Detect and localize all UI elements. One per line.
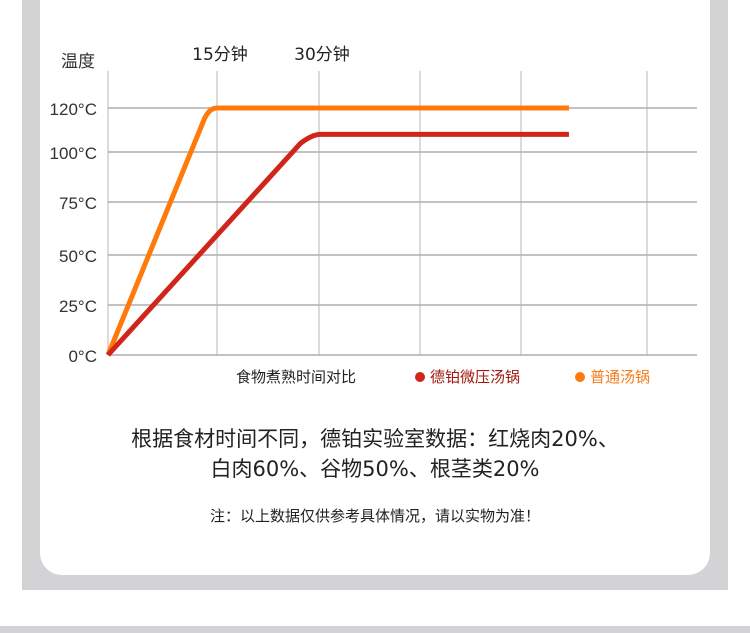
description-line-1: 根据食材时间不同，德铂实验室数据：红烧肉20%、 bbox=[131, 427, 619, 451]
legend-label: 德铂微压汤锅 bbox=[430, 368, 520, 386]
x-tick-label: 15分钟 bbox=[192, 45, 248, 65]
description: 根据食材时间不同，德铂实验室数据：红烧肉20%、 白肉60%、谷物50%、根茎类… bbox=[40, 424, 710, 484]
y-axis-label: 温度 bbox=[61, 52, 95, 72]
y-tick-label: 0°C bbox=[68, 347, 97, 366]
legend-marker bbox=[575, 372, 585, 382]
content-card bbox=[40, 0, 710, 575]
x-tick-label: 30分钟 bbox=[294, 45, 350, 65]
y-tick-label: 50°C bbox=[59, 247, 97, 266]
legend-title: 食物煮熟时间对比 bbox=[236, 368, 356, 386]
series-line bbox=[105, 105, 569, 356]
legend-marker bbox=[415, 372, 425, 382]
disclaimer-note: 注：以上数据仅供参考具体情况，请以实物为准！ bbox=[209, 507, 540, 525]
y-tick-label: 25°C bbox=[59, 297, 97, 316]
y-tick-label: 100°C bbox=[50, 144, 97, 163]
temperature-chart: 0°C 25°C 50°C 75°C 100°C 120°C 温度 15分钟 30分钟食物煮熟时… bbox=[50, 45, 697, 386]
y-tick-label: 120°C bbox=[50, 100, 97, 119]
description-line-2: 白肉60%、谷物50%、根茎类20% bbox=[210, 457, 540, 481]
bottom-divider bbox=[0, 626, 750, 633]
series-line bbox=[106, 131, 569, 357]
y-tick-label: 75°C bbox=[59, 194, 97, 213]
legend-label: 普通汤锅 bbox=[590, 368, 650, 386]
